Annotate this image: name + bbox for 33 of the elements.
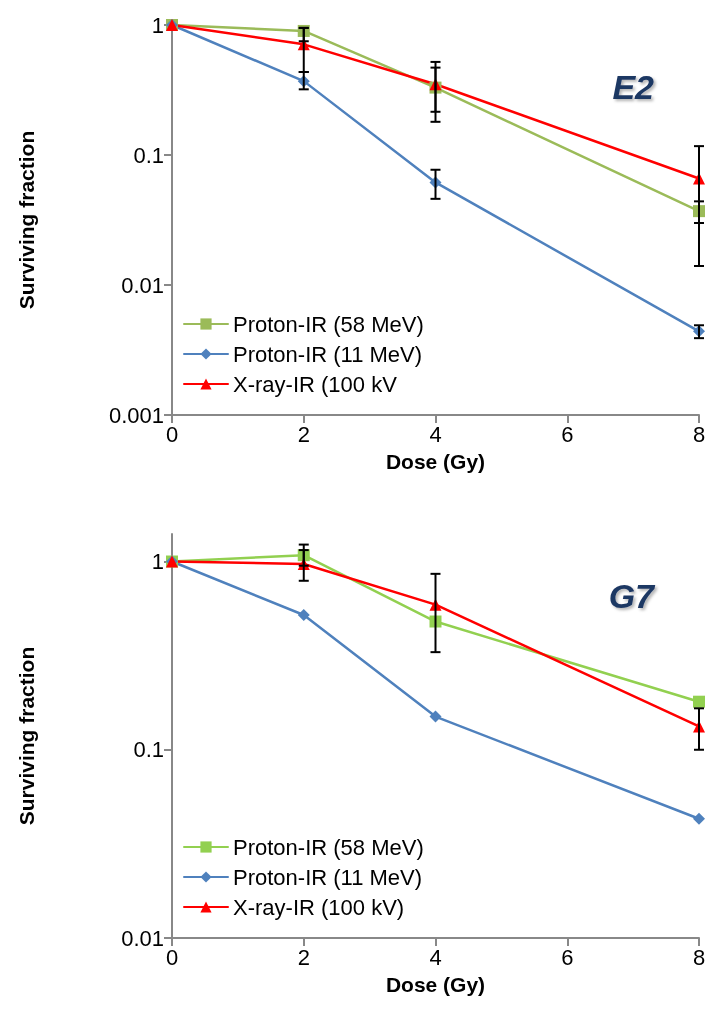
- legend-label: Proton-IR (11 MeV): [233, 864, 423, 890]
- y-axis-title: Surviving fraction: [15, 130, 38, 310]
- x-axis-title: Dose (Gy): [385, 450, 486, 473]
- x-tick-label: 4: [429, 944, 442, 970]
- y-tick-label: 0.01: [121, 272, 164, 298]
- text: G7: [608, 577, 657, 615]
- y-tick-label: 0.1: [133, 737, 164, 763]
- y-tick-label: 0.01: [121, 925, 164, 951]
- y-tick-label: 0.1: [133, 142, 164, 168]
- point: [693, 812, 705, 825]
- point: [297, 608, 310, 621]
- legend-label: X-ray-IR (100 kV: [233, 371, 398, 397]
- y-axis-title: Surviving fraction: [15, 646, 38, 826]
- legend-label: X-ray-IR (100 kV): [233, 894, 405, 920]
- x-tick-label: 0: [165, 944, 179, 970]
- x-tick-label: 4: [429, 421, 442, 447]
- x-tick-label: 6: [561, 944, 574, 970]
- x-tick-label: 2: [297, 421, 310, 447]
- y-tick-label: 1: [151, 12, 164, 38]
- x-tick-label: 0: [165, 421, 179, 447]
- legend-label: Proton-IR (58 MeV): [233, 834, 424, 860]
- x-tick-label: 8: [692, 421, 706, 447]
- x-tick-label: 8: [692, 944, 706, 970]
- legend-label: Proton-IR (58 MeV): [233, 311, 424, 337]
- x-axis-title: Dose (Gy): [385, 973, 486, 996]
- legend-label: Proton-IR (11 MeV): [233, 341, 423, 367]
- point: [693, 695, 705, 708]
- y-tick-label: 1: [151, 549, 164, 575]
- x-tick-label: 2: [297, 944, 310, 970]
- point: [429, 710, 442, 723]
- y-tick-label: 0.001: [108, 402, 164, 428]
- text: E2: [612, 68, 655, 106]
- x-tick-label: 6: [561, 421, 574, 447]
